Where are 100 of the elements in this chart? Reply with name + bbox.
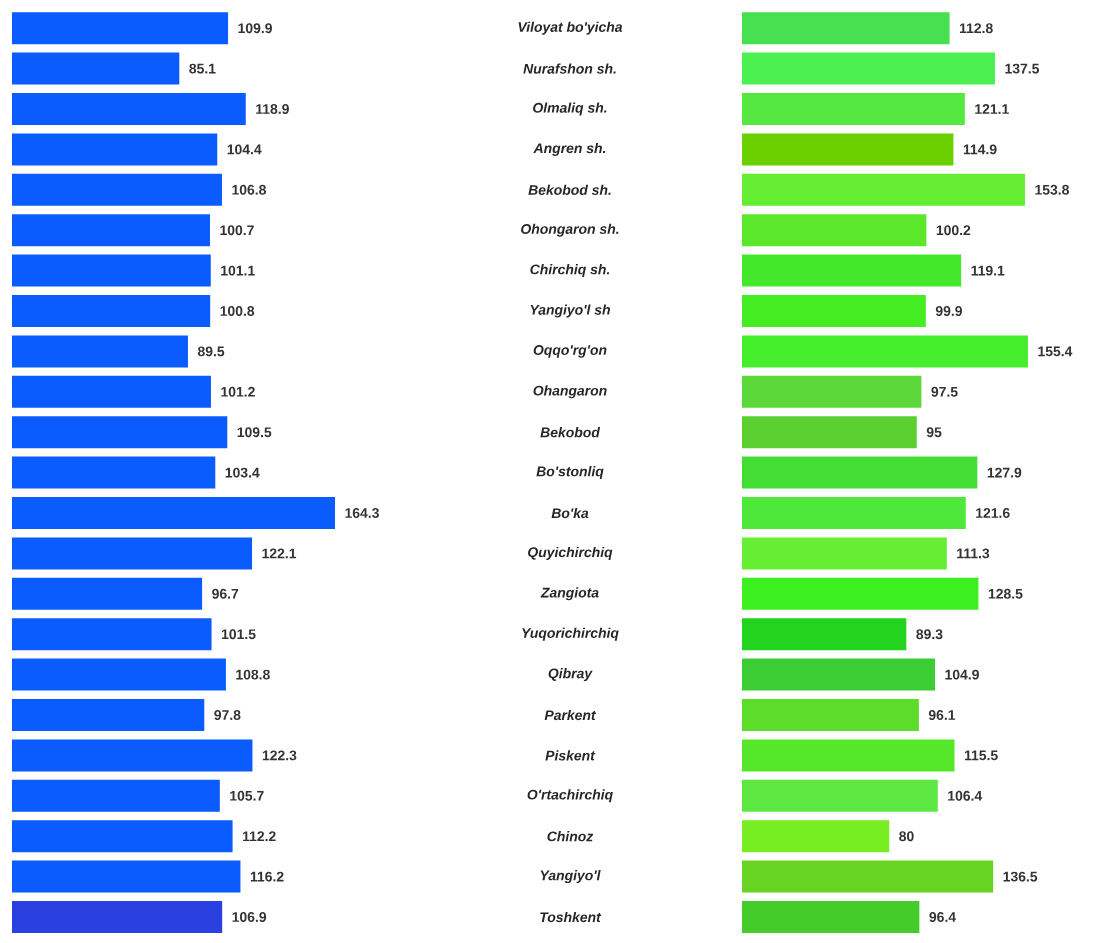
y-tick-label: Qibray — [548, 668, 593, 682]
data-label: 89.3 — [916, 629, 943, 640]
data-label: 104.4 — [227, 144, 262, 155]
data-label: 121.1 — [975, 104, 1009, 114]
bar — [12, 12, 229, 45]
bar — [12, 497, 336, 530]
y-tick-label: Quyichirchiq — [528, 546, 613, 560]
data-label: 106.8 — [232, 184, 266, 195]
y-tick-label: Zangiota — [540, 587, 599, 601]
data-label: 97.5 — [931, 386, 958, 397]
bar — [742, 901, 920, 934]
bar — [742, 699, 919, 732]
bar — [742, 12, 950, 45]
data-label: 128.5 — [988, 588, 1023, 599]
data-label: 109.5 — [237, 427, 272, 438]
bar — [12, 618, 212, 651]
data-label: 136.5 — [1003, 871, 1038, 882]
y-tick-label: Toshkent — [540, 911, 602, 923]
bar — [12, 254, 211, 287]
data-label: 101.5 — [221, 629, 256, 640]
bar — [742, 93, 965, 125]
y-tick-label: Ohangaron — [533, 385, 607, 399]
data-label: 119.1 — [971, 265, 1005, 276]
bar — [12, 577, 203, 610]
bar — [742, 820, 890, 853]
data-label: 100.2 — [936, 225, 971, 236]
bar — [12, 779, 220, 812]
bar — [12, 820, 233, 853]
data-label: 164.3 — [345, 508, 379, 518]
data-label: 121.6 — [976, 508, 1010, 518]
data-label: 80 — [899, 831, 914, 842]
y-tick-label: Piskent — [545, 750, 596, 761]
bar — [12, 52, 180, 85]
data-label: 89.5 — [197, 346, 225, 357]
data-label: 100.7 — [220, 225, 254, 236]
bar — [12, 456, 216, 489]
data-label: 122.3 — [262, 750, 297, 761]
data-label: 101.1 — [221, 265, 255, 276]
y-tick-label: Yuqorichirchiq — [522, 627, 619, 641]
bar — [742, 254, 962, 287]
bar — [12, 739, 253, 772]
data-label: 118.9 — [256, 104, 289, 114]
data-label: 112.8 — [959, 23, 993, 34]
bar — [742, 860, 994, 893]
y-tick-label: Chinoz — [547, 831, 594, 842]
y-tick-label: Angren sh. — [533, 142, 606, 156]
bar — [742, 214, 927, 247]
y-tick-label: Oqqo'rg'on — [533, 345, 607, 358]
data-label: 85.1 — [189, 63, 216, 74]
bar — [12, 173, 222, 206]
data-label: 96.7 — [212, 588, 239, 599]
y-tick-label: Olmaliq sh. — [533, 102, 607, 116]
y-tick-label: Chirchiq sh. — [530, 264, 610, 278]
data-label: 97.8 — [214, 710, 241, 720]
y-tick-label: Bo'ka — [551, 507, 589, 519]
data-label: 155.4 — [1038, 346, 1073, 357]
bar — [742, 335, 1028, 368]
data-label: 96.4 — [929, 912, 956, 922]
bar — [12, 658, 226, 691]
data-label: 106.4 — [948, 790, 983, 801]
y-tick-label: Bekobod sh. — [528, 184, 611, 195]
bar — [742, 133, 954, 166]
bar — [742, 375, 922, 408]
bar — [742, 173, 1025, 206]
y-tick-label: Yangiyo'l sh — [530, 304, 610, 318]
bar — [742, 295, 926, 327]
y-tick-label: Parkent — [544, 709, 597, 721]
data-label: 101.2 — [221, 386, 255, 397]
data-label: 103.4 — [225, 467, 260, 478]
bar — [742, 497, 966, 530]
bar — [12, 537, 253, 570]
bar — [12, 860, 241, 893]
y-tick-label: Yangiyo'l — [540, 870, 601, 884]
data-label: 116.2 — [250, 871, 284, 882]
y-tick-label: Bo'stonliq — [536, 466, 604, 480]
data-label: 153.8 — [1035, 184, 1069, 195]
bar — [12, 214, 210, 247]
data-label: 122.1 — [262, 548, 297, 559]
y-tick-label: Viloyat bo'yicha — [518, 21, 623, 35]
bar — [742, 456, 978, 489]
data-label: 96.1 — [928, 710, 956, 720]
data-label: 104.9 — [945, 669, 979, 680]
bar — [12, 901, 223, 934]
bar — [12, 295, 211, 327]
data-label: 112.2 — [242, 831, 276, 842]
data-label: 137.5 — [1005, 63, 1040, 74]
bar — [742, 658, 936, 691]
bar — [12, 93, 246, 125]
bar — [742, 577, 979, 610]
data-label: 114.9 — [963, 144, 997, 155]
data-label: 111.3 — [957, 548, 990, 559]
data-label: 105.7 — [230, 790, 264, 801]
data-label: 99.9 — [935, 306, 962, 316]
bar — [12, 375, 211, 408]
data-label: 127.9 — [987, 467, 1022, 478]
bar — [742, 52, 996, 85]
y-tick-label: Ohongaron sh. — [521, 223, 619, 237]
y-tick-label: O'rtachirchiq — [527, 789, 613, 803]
bar — [742, 618, 907, 651]
data-label: 106.9 — [232, 912, 267, 922]
